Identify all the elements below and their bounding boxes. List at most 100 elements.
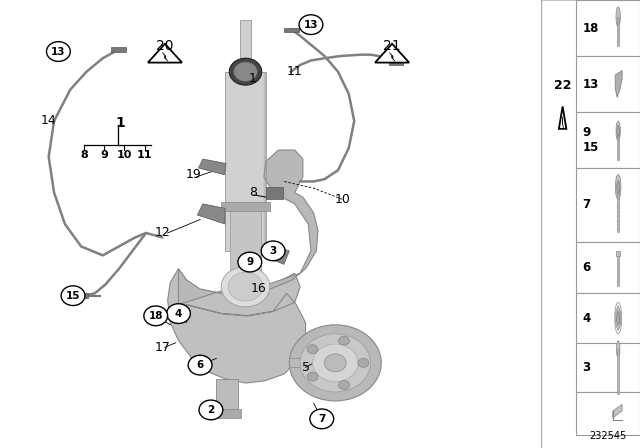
Bar: [575, 392, 640, 435]
Circle shape: [307, 345, 318, 353]
Text: 14: 14: [41, 114, 56, 128]
Text: 232545: 232545: [589, 431, 627, 441]
Bar: [575, 343, 640, 392]
Bar: [225, 72, 264, 251]
Bar: [266, 187, 284, 199]
Circle shape: [166, 304, 190, 323]
Text: 1: 1: [115, 116, 125, 130]
Bar: [111, 47, 126, 52]
Bar: [575, 293, 640, 343]
Polygon shape: [615, 70, 622, 97]
Text: 7: 7: [318, 414, 326, 424]
Circle shape: [289, 325, 381, 401]
Bar: [225, 72, 266, 251]
Bar: [284, 28, 299, 32]
Circle shape: [261, 241, 285, 261]
Text: 18: 18: [582, 22, 599, 34]
Circle shape: [144, 306, 168, 326]
Text: 13: 13: [304, 20, 318, 30]
Text: 22: 22: [554, 79, 572, 92]
Bar: [618, 187, 619, 232]
Polygon shape: [262, 244, 289, 264]
Bar: [575, 112, 640, 168]
Circle shape: [234, 62, 257, 82]
Circle shape: [221, 267, 270, 307]
Bar: [618, 17, 619, 46]
Bar: [225, 72, 264, 251]
Circle shape: [310, 409, 333, 429]
Polygon shape: [148, 44, 182, 63]
Circle shape: [47, 42, 70, 61]
Polygon shape: [198, 159, 226, 175]
Circle shape: [300, 334, 371, 392]
Circle shape: [199, 400, 223, 420]
Text: 9: 9: [100, 150, 108, 159]
Circle shape: [312, 344, 358, 382]
Text: 16: 16: [251, 282, 266, 296]
Text: 21: 21: [383, 39, 401, 53]
Bar: [225, 72, 266, 251]
Circle shape: [188, 355, 212, 375]
Circle shape: [616, 7, 620, 26]
Text: 11: 11: [137, 150, 153, 159]
Circle shape: [358, 358, 369, 367]
Polygon shape: [197, 204, 225, 224]
Polygon shape: [375, 44, 409, 63]
Polygon shape: [389, 52, 396, 61]
Text: 13: 13: [582, 78, 598, 90]
Text: 18: 18: [148, 311, 163, 321]
Circle shape: [339, 380, 349, 389]
Bar: [575, 0, 640, 56]
Bar: [75, 293, 88, 298]
Circle shape: [238, 252, 262, 272]
Polygon shape: [162, 52, 168, 61]
Bar: [239, 20, 252, 65]
Bar: [214, 409, 241, 418]
Polygon shape: [616, 306, 621, 331]
Bar: [616, 251, 620, 256]
Circle shape: [616, 121, 620, 141]
Text: 3: 3: [582, 361, 591, 374]
Circle shape: [307, 372, 318, 381]
Polygon shape: [168, 269, 305, 383]
Bar: [575, 56, 640, 112]
Text: 15: 15: [66, 291, 80, 301]
Bar: [389, 60, 403, 65]
Circle shape: [228, 272, 263, 301]
Bar: [230, 206, 261, 282]
Circle shape: [229, 58, 262, 85]
Circle shape: [324, 354, 346, 372]
Text: 10: 10: [116, 150, 132, 159]
Bar: [225, 72, 264, 251]
Text: 3: 3: [269, 246, 276, 256]
Circle shape: [61, 286, 85, 306]
Polygon shape: [616, 340, 620, 358]
Bar: [289, 358, 314, 367]
Text: 5: 5: [301, 361, 310, 374]
Bar: [618, 349, 619, 394]
Text: 8: 8: [249, 186, 257, 199]
Bar: [575, 168, 640, 242]
Text: 2: 2: [207, 405, 214, 415]
Circle shape: [617, 181, 620, 193]
Circle shape: [616, 174, 621, 200]
Text: 4: 4: [582, 311, 591, 325]
Bar: [618, 256, 619, 286]
Polygon shape: [562, 116, 563, 128]
Text: 13: 13: [51, 47, 66, 56]
Text: 6: 6: [582, 261, 591, 274]
Text: 19: 19: [186, 168, 202, 181]
Bar: [225, 72, 265, 251]
Polygon shape: [559, 107, 566, 129]
Polygon shape: [612, 404, 622, 418]
Text: 6: 6: [196, 360, 204, 370]
Polygon shape: [179, 150, 318, 305]
Circle shape: [299, 15, 323, 34]
Circle shape: [617, 311, 620, 325]
Text: 9
15: 9 15: [582, 126, 599, 154]
Text: 17: 17: [154, 340, 170, 354]
Text: 8: 8: [80, 150, 88, 159]
Text: 9: 9: [246, 257, 253, 267]
Bar: [225, 72, 266, 251]
Bar: [618, 131, 619, 160]
